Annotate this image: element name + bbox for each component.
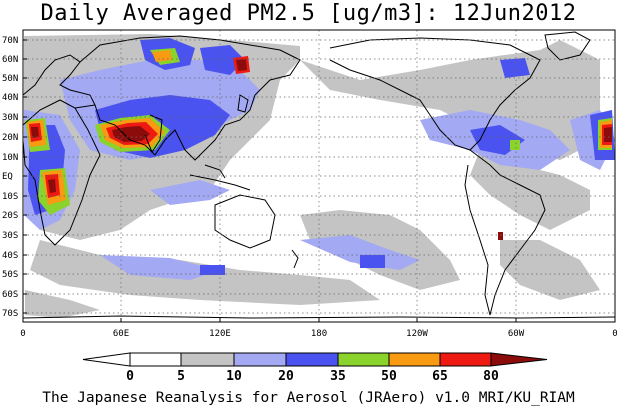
colorbar-label: 0: [126, 369, 134, 384]
lat-label: 20N: [2, 133, 18, 143]
lat-label: 70N: [2, 36, 18, 46]
lon-label: 120E: [209, 329, 231, 339]
lat-label: 60N: [2, 55, 18, 65]
lat-label: 30S: [2, 231, 18, 241]
lon-label: 60E: [113, 329, 129, 339]
lat-label: 20S: [2, 211, 18, 221]
colorbar-arrow-high: [490, 352, 548, 367]
longitude-axis: 0 60E 120E 180 120W 60W 0: [20, 318, 617, 339]
lat-label: EQ: [2, 172, 13, 182]
colorbar-label: 35: [330, 369, 346, 384]
colorbar-label: 20: [278, 369, 294, 384]
lon-label: 0: [612, 329, 617, 339]
colorbar-label: 10: [226, 369, 242, 384]
lat-label: 70S: [2, 309, 18, 319]
lat-label: 50S: [2, 270, 18, 280]
colorbar-segment: [439, 352, 492, 367]
colorbar-segment: [129, 352, 182, 367]
lon-label: 0: [20, 329, 25, 339]
lon-label: 120W: [406, 329, 428, 339]
colorbar-segment: [180, 352, 235, 367]
lat-label: 60S: [2, 290, 18, 300]
colorbar-arrow-low: [82, 352, 131, 367]
map-title: Daily Averaged PM2.5 [ug/m3]: 12Jun2012: [40, 1, 577, 26]
lat-label: 30N: [2, 113, 18, 123]
colorbar-label: 80: [483, 369, 499, 384]
colorbar: 0 5 10 20 35 50 65 80: [82, 352, 548, 384]
colorbar-segment: [337, 352, 390, 367]
lat-label: 10S: [2, 192, 18, 202]
lat-label: 50N: [2, 74, 18, 84]
pm25-level-80-regions: [31, 59, 612, 240]
colorbar-segment: [233, 352, 287, 367]
lon-label: 60W: [508, 329, 525, 339]
latitude-axis: 70N 60N 50N 40N 30N 20N 10N EQ 10S 20S 30S 40S 50S 60…: [2, 36, 27, 319]
lat-label: 40N: [2, 93, 18, 103]
colorbar-segment: [388, 352, 441, 367]
footer-credit: The Japanese Reanalysis for Aerosol (JRA…: [42, 390, 575, 406]
colorbar-segment: [285, 352, 339, 367]
lon-label: 180: [311, 329, 327, 339]
lat-label: 10N: [2, 153, 18, 163]
colorbar-label: 50: [381, 369, 397, 384]
lat-label: 40S: [2, 251, 18, 261]
graticule: [23, 30, 615, 322]
colorbar-label: 5: [177, 369, 185, 384]
colorbar-label: 65: [432, 369, 448, 384]
